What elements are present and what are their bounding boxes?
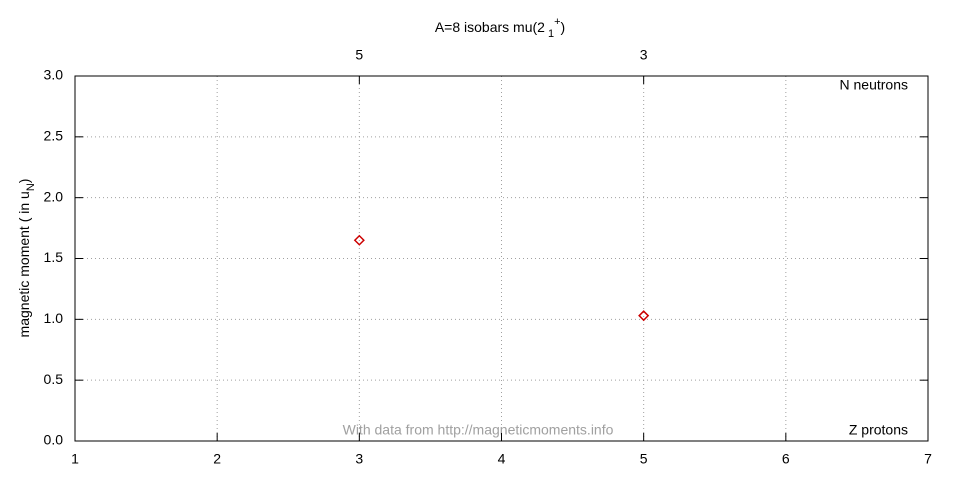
point bbox=[638, 310, 650, 322]
y-tick-label: 0.0 bbox=[44, 432, 64, 448]
x-tick-label: 6 bbox=[782, 451, 790, 467]
title-sub: 1 bbox=[548, 28, 554, 40]
y-tick-label: 2.5 bbox=[44, 128, 64, 144]
y-tick-label: 0.5 bbox=[44, 371, 64, 387]
chart-title: A=8 isobars mu(2 1+) bbox=[435, 16, 565, 40]
x-tick-label: 5 bbox=[640, 451, 648, 467]
y-tick-label: 1.0 bbox=[44, 310, 64, 326]
y-label-main: magnetic moment ( in u bbox=[16, 191, 32, 337]
x-tick-label: 4 bbox=[498, 451, 506, 467]
y-label-sub: N bbox=[25, 183, 37, 191]
y-tick-label: 2.0 bbox=[44, 188, 64, 204]
annotation: Z protons bbox=[849, 422, 908, 438]
watermark: With data from http://magneticmoments.in… bbox=[343, 422, 614, 438]
x-tick-label: 1 bbox=[71, 451, 79, 467]
x-tick-label: 7 bbox=[924, 451, 932, 467]
x2-tick-label: 5 bbox=[355, 47, 363, 63]
title-main: A=8 isobars mu(2 bbox=[435, 19, 545, 35]
y-axis-label: magnetic moment ( in uN) bbox=[16, 179, 37, 338]
y-tick-label: 1.5 bbox=[44, 249, 64, 265]
annotation: N neutrons bbox=[840, 77, 908, 93]
y-tick-label: 3.0 bbox=[44, 67, 64, 83]
title-end: ) bbox=[561, 19, 566, 35]
point bbox=[353, 234, 365, 246]
x-tick-label: 3 bbox=[355, 451, 363, 467]
title-sup: + bbox=[554, 16, 560, 28]
plot-border bbox=[74, 75, 929, 442]
y-label-end: ) bbox=[16, 179, 32, 184]
x-tick-label: 2 bbox=[213, 451, 221, 467]
x2-tick-label: 3 bbox=[640, 47, 648, 63]
